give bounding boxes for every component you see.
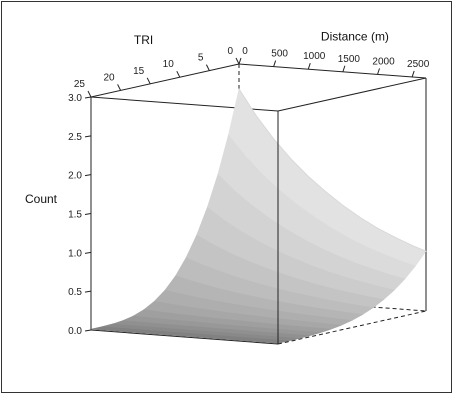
box-edge-top-right: [277, 77, 427, 112]
distance-axis-tick: [377, 68, 380, 75]
tri-axis-title: TRI: [134, 33, 153, 47]
tri-tick-label: 15: [133, 66, 145, 77]
tri-tick-label: 5: [198, 53, 204, 64]
z-tick-label: 2.0: [68, 171, 82, 182]
z-tick-label: 3.0: [68, 93, 82, 104]
z-axis-tick: [84, 213, 92, 215]
z-tick-label: 0.5: [68, 287, 82, 298]
box-edge-top-distance: [238, 63, 427, 79]
tri-axis-tick: [146, 77, 151, 85]
z-axis-tick: [84, 96, 92, 99]
z-tick-label: 0.0: [68, 326, 82, 337]
distance-axis-tick: [273, 60, 277, 67]
distance-tick-label: 2000: [372, 56, 395, 67]
tri-axis-tick: [117, 84, 122, 91]
z-axis-tick: [84, 290, 92, 293]
distance-axis-tick: [411, 70, 415, 78]
surface-ridge-line: [238, 88, 427, 252]
z-tick-label: 2.5: [68, 132, 82, 143]
distance-tick-label: 2500: [407, 59, 430, 70]
z-axis-tick: [84, 329, 92, 332]
z-axis-tick: [84, 135, 92, 138]
distance-tick-label: 500: [271, 49, 288, 60]
tri-axis-tick: [205, 64, 210, 71]
z-axis-title: Count: [25, 192, 58, 206]
distance-axis-title: Distance (m): [321, 30, 389, 44]
box-edge-top-tri: [90, 63, 240, 98]
z-axis-tick: [84, 174, 92, 177]
tri-tick-label: 10: [163, 59, 175, 70]
distance-axis-tick: [307, 63, 311, 70]
z-tick-label: 1.0: [68, 248, 82, 259]
z-axis-tick: [84, 251, 92, 254]
tri-axis-tick: [87, 90, 92, 98]
tri-tick-label: 20: [103, 72, 115, 83]
z-tick-label: 1.5: [68, 210, 82, 221]
distance-tick-label: 1000: [303, 51, 326, 62]
distance-tick-label: 0: [242, 46, 248, 57]
tri-axis-tick: [176, 70, 181, 78]
box-edge-bottom-left: [90, 329, 279, 345]
tri-tick-label: 25: [74, 79, 86, 90]
distance-axis-tick: [238, 57, 242, 65]
box-edge-bottom-right: [277, 310, 427, 345]
tri-axis-tick: [235, 57, 240, 65]
tri-tick-label: 0: [227, 46, 233, 57]
distance-axis-tick: [342, 65, 346, 72]
distance-tick-label: 1500: [338, 54, 361, 65]
